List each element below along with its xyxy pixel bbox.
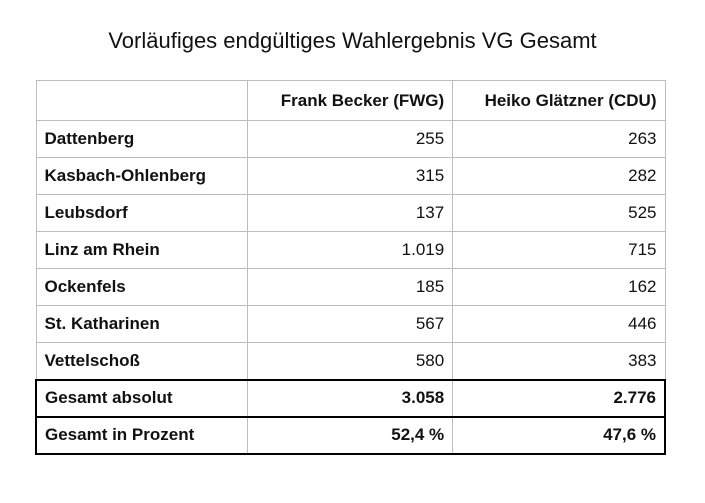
- header-row: Frank Becker (FWG) Heiko Glätzner (CDU): [35, 80, 666, 121]
- glaetzner-value: 282: [452, 157, 666, 195]
- total-percent-becker: 52,4 %: [246, 415, 454, 455]
- total-absolute-becker: 3.058: [246, 378, 454, 418]
- glaetzner-value: 715: [452, 231, 666, 269]
- becker-value: 580: [246, 342, 454, 380]
- glaetzner-value: 263: [452, 120, 666, 158]
- becker-value: 185: [246, 268, 454, 306]
- total-absolute-glaetzner: 2.776: [452, 378, 667, 418]
- becker-value: 315: [246, 157, 454, 195]
- row-name: St. Katharinen: [35, 305, 248, 343]
- table-row: Vettelschoß 580 383: [35, 342, 666, 380]
- row-name: Ockenfels: [35, 268, 248, 306]
- becker-value: 1.019: [246, 231, 454, 269]
- table-row: Linz am Rhein 1.019 715: [35, 231, 666, 269]
- row-name: Kasbach-Ohlenberg: [35, 157, 248, 195]
- header-becker: Frank Becker (FWG): [246, 80, 454, 121]
- glaetzner-value: 446: [452, 305, 666, 343]
- results-table: Frank Becker (FWG) Heiko Glätzner (CDU) …: [34, 80, 667, 455]
- total-percent-row: Gesamt in Prozent 52,4 % 47,6 %: [34, 415, 667, 455]
- row-name: Vettelschoß: [35, 342, 248, 380]
- table-row: Kasbach-Ohlenberg 315 282: [35, 157, 666, 195]
- table-row: Dattenberg 255 263: [35, 120, 666, 158]
- table-row: Leubsdorf 137 525: [35, 194, 666, 232]
- total-percent-glaetzner: 47,6 %: [452, 415, 667, 455]
- becker-value: 137: [246, 194, 454, 232]
- glaetzner-value: 525: [452, 194, 666, 232]
- becker-value: 567: [246, 305, 454, 343]
- header-corner: [35, 80, 248, 121]
- total-absolute-label: Gesamt absolut: [34, 378, 248, 418]
- becker-value: 255: [246, 120, 454, 158]
- table-title: Vorläufiges endgültiges Wahlergebnis VG …: [108, 28, 597, 53]
- row-name: Leubsdorf: [35, 194, 248, 232]
- table-row: St. Katharinen 567 446: [35, 305, 666, 343]
- header-glaetzner: Heiko Glätzner (CDU): [452, 80, 666, 121]
- table-row: Ockenfels 185 162: [35, 268, 666, 306]
- glaetzner-value: 383: [452, 342, 666, 380]
- row-name: Dattenberg: [35, 120, 248, 158]
- total-absolute-row: Gesamt absolut 3.058 2.776: [34, 378, 667, 418]
- total-percent-label: Gesamt in Prozent: [34, 415, 248, 455]
- row-name: Linz am Rhein: [35, 231, 248, 269]
- glaetzner-value: 162: [452, 268, 666, 306]
